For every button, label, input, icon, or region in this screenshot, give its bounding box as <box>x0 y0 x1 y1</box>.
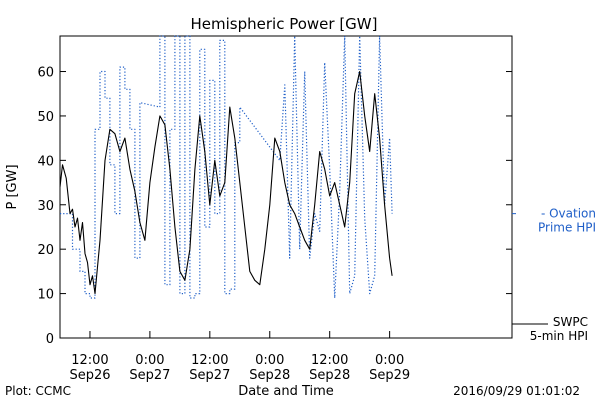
y-tick-label: 10 <box>37 288 54 303</box>
x-tick-date-label: Sep29 <box>369 368 410 383</box>
legend-label-swpc: 5-min HPI <box>530 329 588 343</box>
x-tick-date-label: Sep28 <box>249 368 290 383</box>
x-tick-time-label: 0:00 <box>255 353 284 368</box>
legend-label-ovation: - Ovation <box>541 207 596 221</box>
x-tick-time-label: 12:00 <box>71 353 108 368</box>
x-tick-time-label: 12:00 <box>191 353 228 368</box>
legend-label-ovation: Prime HPI <box>538 221 596 235</box>
y-tick-label: 30 <box>37 199 54 214</box>
y-tick-label: 50 <box>37 110 54 125</box>
x-tick-date-label: Sep27 <box>189 368 230 383</box>
series-line-swpc-5-min-hpi <box>59 70 393 295</box>
x-tick-date-label: Sep26 <box>69 368 110 383</box>
chart-title: Hemispheric Power [GW] <box>191 15 378 33</box>
y-tick-label: 20 <box>37 243 54 258</box>
x-tick-time-label: 0:00 <box>135 353 164 368</box>
x-tick-date-label: Sep27 <box>129 368 170 383</box>
series-layer <box>59 35 393 299</box>
x-tick-date-label: Sep28 <box>309 368 350 383</box>
x-axis-label: Date and Time <box>238 384 334 399</box>
y-axis: 0 10 20 30 40 50 60 <box>37 66 512 347</box>
x-tick-time-label: 0:00 <box>375 353 404 368</box>
legend-label-swpc: SWPC <box>553 315 588 329</box>
y-tick-label: 0 <box>46 332 54 347</box>
series-line-ovation-prime-hpi <box>60 35 393 299</box>
footer-timestamp: 2016/09/29 01:01:02 <box>453 384 580 398</box>
y-tick-label: 40 <box>37 154 54 169</box>
footer-left: Plot: CCMC <box>5 384 71 398</box>
y-axis-label: P [GW] <box>5 164 20 209</box>
y-tick-label: 60 <box>37 66 54 81</box>
x-tick-time-label: 12:00 <box>311 353 348 368</box>
x-axis: 12:00Sep260:00Sep2712:00Sep270:00Sep2812… <box>69 331 410 383</box>
